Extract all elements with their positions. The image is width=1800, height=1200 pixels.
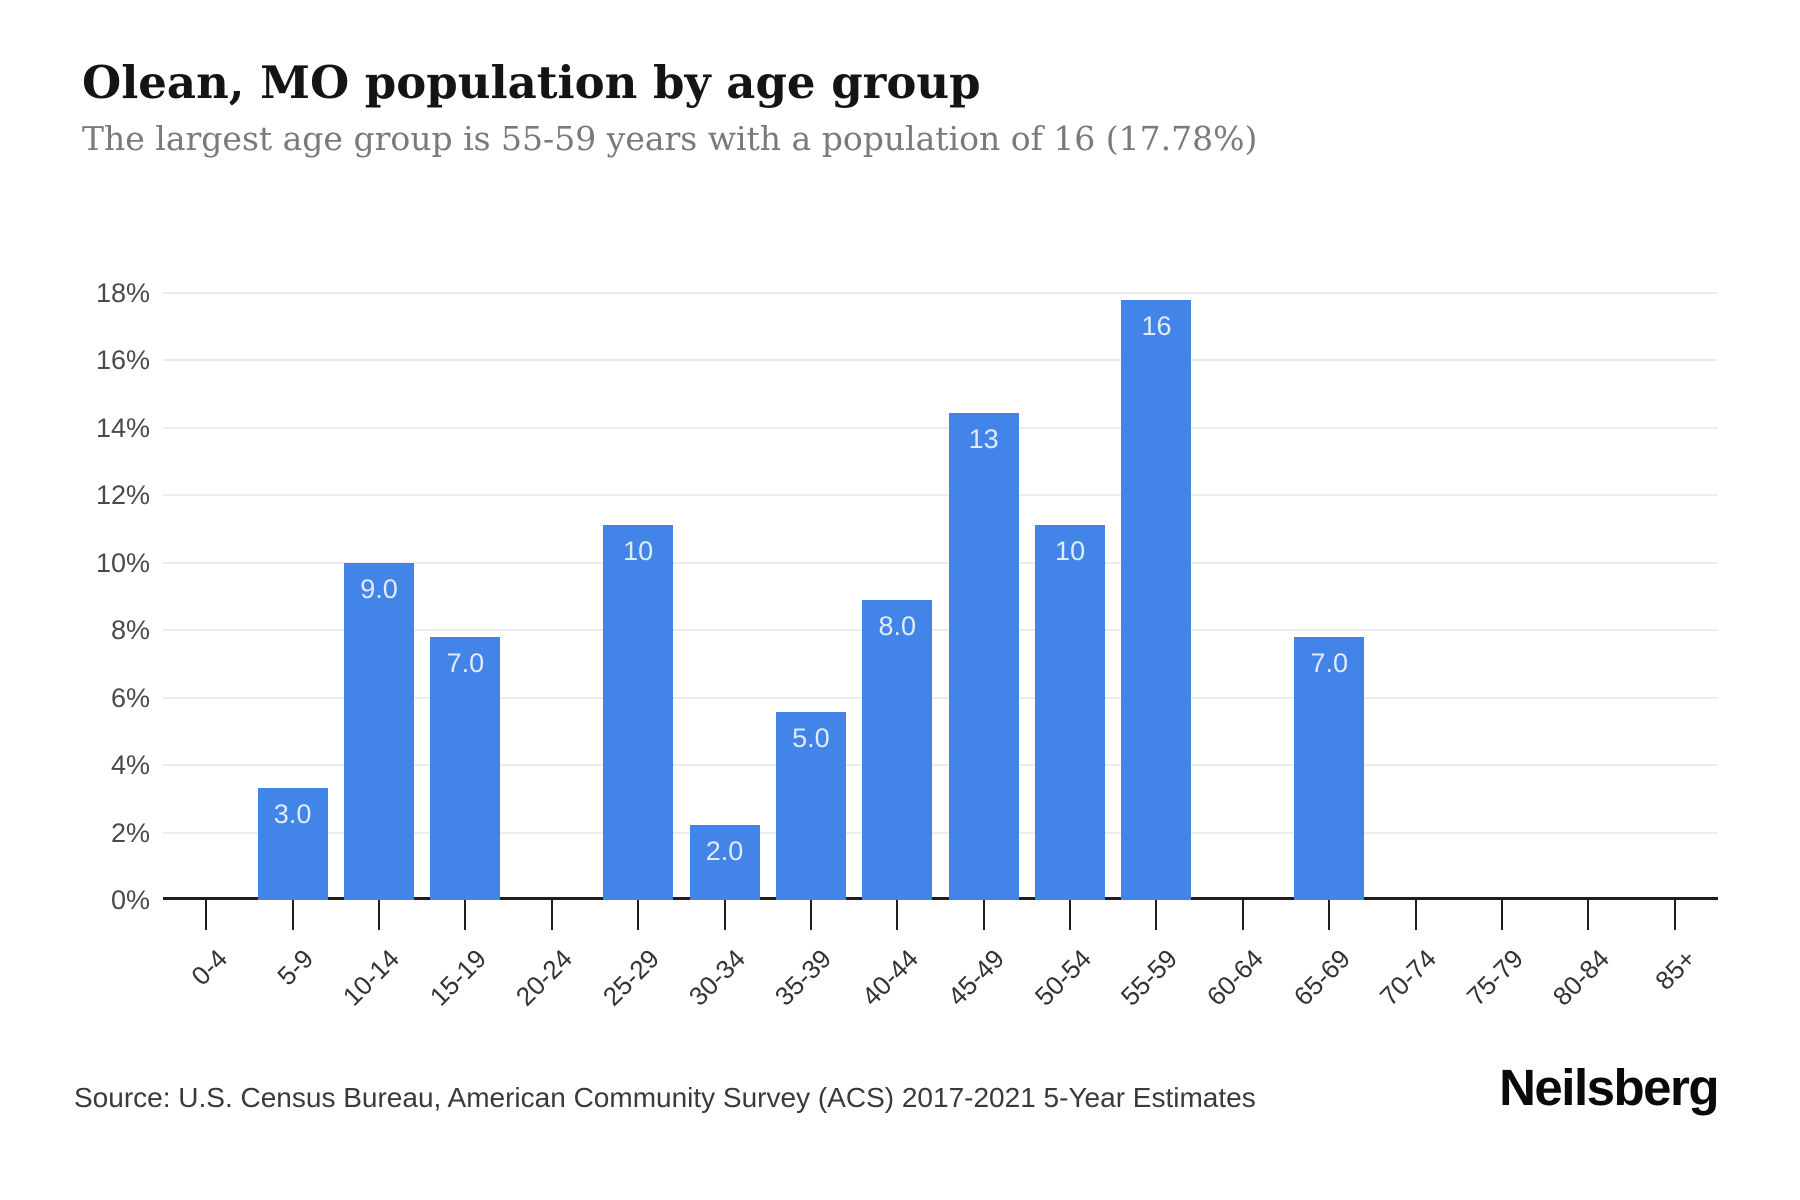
x-axis-tick [1587,900,1590,930]
bar: 13 [948,412,1019,900]
bar-value-label: 10 [623,536,654,567]
bar: 7.0 [430,637,501,900]
x-axis-label: 80-84 [1546,943,1615,1012]
y-axis-label: 10% [95,547,150,578]
x-axis-label: 75-79 [1460,943,1529,1012]
x-axis-tick [1069,900,1072,930]
x-axis-tick [1241,900,1244,930]
x-axis-tick [205,900,208,930]
x-axis-tick [982,900,985,930]
x-axis-label: 35-39 [769,943,838,1012]
x-axis-label: 70-74 [1373,943,1443,1012]
bar-value-label: 16 [1141,310,1172,341]
bar-value-label: 13 [968,423,999,454]
x-axis-label: 15-19 [423,943,492,1012]
y-axis-label: 18% [95,277,150,308]
bar: 2.0 [689,825,760,900]
x-axis-label: 60-64 [1201,943,1270,1012]
y-gridline [163,291,1718,294]
x-axis-tick [377,900,380,930]
bar: 8.0 [862,599,933,900]
x-axis-label: 20-24 [510,943,579,1012]
bar: 5.0 [775,712,846,900]
bar-value-label: 2.0 [705,836,744,867]
bar: 9.0 [343,562,414,900]
y-gridline [163,561,1718,564]
bar-value-label: 9.0 [360,573,398,604]
bar-value-label: 7.0 [1310,648,1349,679]
y-axis-label: 16% [95,345,150,375]
y-gridline [163,494,1718,496]
x-axis-tick [1501,900,1504,930]
x-axis-tick [550,900,553,930]
y-gridline [163,831,1718,834]
bar-value-label: 3.0 [273,798,312,829]
x-axis-label: 0-4 [184,943,233,992]
bar: 7.0 [1294,637,1365,900]
source-note: Source: U.S. Census Bureau, American Com… [74,1082,1256,1113]
bar: 10 [1035,525,1106,900]
x-axis-tick [1414,900,1417,930]
bar-value-label: 10 [1055,536,1086,567]
y-gridline [163,629,1718,631]
y-gridline [163,764,1718,766]
chart-subtitle: The largest age group is 55-59 years wit… [82,119,1258,158]
x-axis-tick [291,900,294,930]
x-axis-tick [1328,900,1331,930]
x-axis-label: 50-54 [1028,943,1097,1012]
x-axis-line [163,897,1718,900]
x-axis-label: 85+ [1648,943,1702,996]
x-axis-tick [1155,900,1158,930]
y-gridline [163,696,1718,699]
y-axis-label: 8% [110,615,150,645]
y-axis-label: 4% [110,750,150,780]
x-axis-label: 40-44 [855,943,924,1012]
y-axis-label: 2% [110,817,150,848]
bar-value-label: 8.0 [878,610,917,641]
x-axis-tick [896,900,899,930]
neilsberg-logo: Neilsberg [1499,1059,1719,1116]
bar: 3.0 [257,787,328,900]
y-axis-label: 12% [95,480,150,510]
x-axis-label: 10-14 [337,943,406,1012]
x-axis-label: 30-34 [682,943,752,1012]
x-axis-tick [1673,900,1676,930]
y-axis-label: 14% [95,412,150,443]
x-axis-tick [464,900,467,930]
chart-title: Olean, MO population by age group [82,56,981,109]
x-axis-label: 5-9 [271,943,320,992]
y-gridline [163,359,1718,361]
x-axis-tick [637,900,640,930]
x-axis-label: 25-29 [596,943,665,1012]
x-axis-tick [723,900,726,930]
x-axis-label: 55-59 [1114,943,1183,1012]
y-axis-label: 6% [110,682,150,713]
x-axis-label: 45-49 [941,943,1011,1012]
y-axis-label: 0% [110,885,150,915]
x-axis-tick [809,900,812,930]
y-gridline [163,426,1718,429]
bar: 10 [603,525,674,900]
x-axis-label: 65-69 [1287,943,1356,1012]
bar-value-label: 5.0 [792,723,830,754]
bar-value-label: 7.0 [446,648,485,679]
bar: 16 [1121,299,1192,900]
